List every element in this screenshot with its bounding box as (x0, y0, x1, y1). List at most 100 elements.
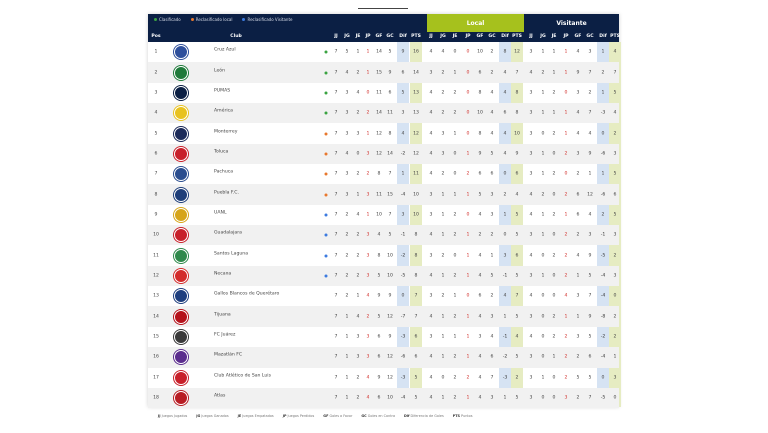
column-header[interactable]: Dif (599, 34, 607, 39)
stat-cell: 6 (377, 334, 381, 340)
stat-cell: 7 (388, 212, 392, 218)
stat-cell: 3 (366, 334, 370, 340)
stat-cell: 3 (366, 192, 370, 198)
table-row[interactable]: 4 América 7 3 2 2 14 11 3 13 4 2 2 0 10 4 6 8 3 1 1 1 4 7 -3 4 (148, 103, 619, 124)
stat-cell: 8 (414, 273, 418, 279)
column-header[interactable]: JE (452, 34, 458, 39)
club-name[interactable]: UANL (214, 210, 227, 216)
column-header[interactable]: Dif (399, 34, 407, 39)
stat-cell: 1 (576, 273, 580, 279)
column-header[interactable]: JP (465, 34, 471, 39)
club-name[interactable]: Puebla F.C. (214, 190, 239, 196)
stat-cell: 8 (503, 49, 507, 55)
club-name[interactable]: Pachuca (214, 169, 234, 175)
stat-cell: 1 (588, 171, 592, 177)
stat-cell: 4 (576, 253, 580, 259)
club-name[interactable]: Tijuana (214, 312, 231, 318)
club-name[interactable]: Santos Laguna (214, 251, 249, 257)
table-row[interactable]: 7 Pachuca 7 3 2 2 8 7 1 11 4 2 0 2 6 6 0 6 3 1 2 0 2 1 1 5 (148, 164, 619, 184)
stat-cell: 1 (441, 273, 445, 279)
table-row[interactable]: 10 Guadalajara 7 2 2 3 4 5 -1 8 4 1 2 1 2 2 0 5 3 1 0 2 2 3 -1 3 (148, 225, 619, 246)
column-header[interactable]: JG (440, 34, 446, 39)
column-header[interactable]: GF (574, 34, 582, 39)
stat-cell: 3 (588, 232, 592, 238)
club-name[interactable]: Guadalajara (214, 230, 242, 236)
legend: Clasificado Reclasificado local Reclasific… (154, 17, 292, 22)
stat-cell: 0 (503, 232, 507, 238)
stat-cell: -6 (400, 354, 406, 360)
column-header[interactable]: PTS (610, 34, 620, 39)
club-name[interactable]: PUMAS (214, 88, 231, 94)
stat-cell: 2 (552, 212, 556, 218)
club-name[interactable]: Necaxa (214, 271, 232, 277)
column-header[interactable]: JP (563, 34, 569, 39)
table-row[interactable]: 8 Puebla F.C. 7 3 1 3 11 15 -4 10 3 1 1 1 5 3 2 4 4 2 0 2 6 12-… (148, 184, 619, 205)
table-row[interactable]: 6 Toluca 7 4 0 3 12 14 -2 12 4 3 0 1 9 5 4 9 3 1 0 2 3 9 -6 3 (148, 143, 619, 165)
stat-cell: 4 (429, 110, 433, 116)
column-header[interactable]: JP (365, 34, 371, 39)
stat-cell: 2 (345, 232, 349, 238)
footer-item: JJ Juegos Jugados (158, 414, 187, 418)
club-name[interactable]: Cruz Azul (214, 47, 236, 53)
table-row[interactable]: 9 UANL 7 2 4 1 10 7 3 10 3 1 2 0 4 3 1 5 4 1 2 1 6 4 2 5 (148, 205, 619, 225)
column-header[interactable]: GC (488, 34, 496, 39)
column-header[interactable]: PTS (512, 34, 522, 39)
stat-cell: 1 (564, 49, 568, 55)
stat-cell: 3 (529, 354, 533, 360)
column-header[interactable]: JJ (529, 34, 533, 39)
stat-cell: 0 (541, 334, 545, 340)
column-header[interactable]: PTS (411, 34, 421, 39)
column-header[interactable]: JJ (334, 34, 338, 39)
table-row[interactable]: 3 PUMAS 7 3 4 0 11 6 5 13 4 2 2 0 8 4 4 8 3 1 2 0 3 2 1 5 (148, 83, 619, 103)
stat-cell: 4 (490, 131, 494, 137)
stat-cell: 4 (503, 70, 507, 76)
table-row[interactable]: 14 Tijuana 7 1 4 2 5 12 -7 7 4 1 2 1 4 3 1 5 3 0 2 1 1 9 -8 2 (148, 306, 619, 327)
stat-cell: 8 (414, 232, 418, 238)
column-header[interactable]: JE (355, 34, 361, 39)
stat-cell: 3 (529, 131, 533, 137)
club-name[interactable]: Club Atlético de San Luis (214, 373, 271, 379)
table-row[interactable]: 1 Cruz Azul 7 5 1 1 14 5 9 16 4 4 0 0 10 2 8 12 3 1 1 1 4 3 1 4 (148, 42, 619, 62)
table-row[interactable]: 17 Club Atlético de San Luis 7 1 2 4 9 12 -3 5 4 0 2… (148, 368, 619, 388)
club-name[interactable]: Atlas (214, 393, 226, 399)
stat-cell: 0 (356, 151, 360, 157)
club-name[interactable]: América (214, 108, 233, 114)
stat-cell: 3 (529, 110, 533, 116)
column-header[interactable]: JG (344, 34, 350, 39)
table-row[interactable]: 12 Necaxa 7 2 2 3 5 10 -5 8 4 1 2 1 4 5 -1 5 3 1 0 2 1 5 -4 3 (148, 265, 619, 287)
column-header[interactable]: Dif (501, 34, 509, 39)
table-row[interactable]: 16 Mazatlán FC 7 1 3 3 6 12 -6 6 4 1 2 1 4 6 -2 5 3 0 1 2 2 6 -4… (148, 347, 619, 368)
legend-dot-icon (154, 18, 157, 21)
column-header[interactable]: JE (551, 34, 557, 39)
table-row[interactable]: 11 Santos Laguna 7 2 2 3 8 10 -2 8 3 2 0 1 4 1 3 6 4 0 2 2 4 9-… (148, 245, 619, 265)
club-name[interactable]: Toluca (214, 149, 229, 155)
table-row[interactable]: 18 Atlas 7 1 2 4 6 10 -4 5 4 1 2 1 4 3 1 5 3 0 0 3 2 7 -5 0 (148, 387, 619, 409)
column-header[interactable]: GC (386, 34, 394, 39)
club-name[interactable]: Mazatlán FC (214, 352, 243, 358)
column-header[interactable]: GF (375, 34, 383, 39)
column-header[interactable]: GF (476, 34, 484, 39)
club-name[interactable]: León (214, 68, 226, 74)
stat-cell: 12 (514, 49, 520, 55)
table-row[interactable]: 2 León 7 4 2 1 15 9 6 14 3 2 1 0 6 2 4 7 4 2 1 1 9 7 2 7 (148, 62, 619, 83)
club-logo-icon (174, 85, 188, 100)
club-name[interactable]: FC Juárez (214, 332, 236, 338)
table-row[interactable]: 5 Monterrey 7 3 3 1 12 8 4 12 4 3 1 0 8 4 4 10 3 0 2 1 4 4 0 2 (148, 123, 619, 143)
column-header[interactable]: GC (586, 34, 594, 39)
stat-cell: 2 (466, 171, 470, 177)
stat-cell: 4 (490, 90, 494, 96)
stat-cell: 12 (376, 151, 382, 157)
table-row[interactable]: 13 Gallos Blancos de Querétaro 7 2 1 4 9 9 0 7 3 2 1… (148, 286, 619, 306)
table-row[interactable]: 15 FC Juárez 7 1 3 3 6 9 -3 6 3 1 1 1 3 4 -1 4 4 0 2 2 3 5 -2 2 (148, 327, 619, 347)
stat-cell: -8 (600, 314, 606, 320)
column-header[interactable]: JJ (429, 34, 433, 39)
club-logo-icon (174, 289, 188, 304)
column-header[interactable]: JG (540, 34, 546, 39)
club-name[interactable]: Monterrey (214, 129, 238, 135)
column-header[interactable]: Pos (151, 34, 161, 39)
legend-label: Reclasificado local (195, 17, 233, 22)
club-name[interactable]: Gallos Blancos de Querétaro (214, 291, 280, 297)
column-header[interactable]: Club (230, 34, 242, 39)
stat-cell: 3 (576, 90, 580, 96)
stat-cell: 3 (503, 253, 507, 259)
